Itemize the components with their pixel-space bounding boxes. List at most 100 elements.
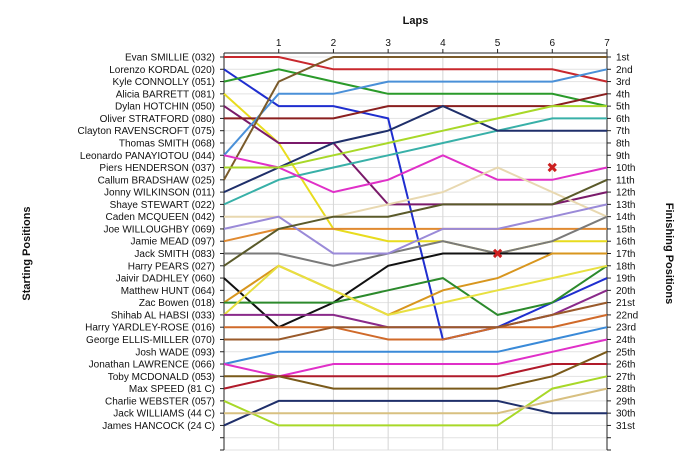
finish-label: 19th — [616, 274, 635, 285]
finish-label: 15th — [616, 224, 635, 235]
finish-label: 4th — [616, 89, 630, 100]
start-label: Jack WILLIAMS (44 C) — [113, 409, 215, 420]
finish-label: 6th — [616, 114, 630, 125]
finish-label: 17th — [616, 249, 635, 260]
series-line — [223, 68, 608, 108]
finish-label: 12th — [616, 188, 635, 199]
start-label: Shaye STEWART (022) — [110, 200, 215, 211]
x-tick-label: 7 — [604, 38, 610, 49]
series-line — [223, 252, 607, 329]
finish-label: 27th — [616, 372, 635, 383]
start-label: Lorenzo KORDAL (020) — [109, 65, 215, 76]
start-label: Callum BRADSHAW (025) — [98, 175, 215, 186]
start-label: Zac Bowen (018) — [139, 298, 215, 309]
finish-label: 28th — [616, 384, 635, 395]
finish-label: 30th — [616, 409, 635, 420]
series-line — [224, 92, 608, 120]
start-label: Harry PEARS (027) — [128, 261, 215, 272]
start-label: Jonathan LAWRENCE (066) — [89, 360, 215, 371]
finish-label: 16th — [616, 237, 635, 248]
series-line — [224, 350, 608, 390]
finishing-position-labels: 1st2nd3rd4th5th6th7th8th9th10th11th12th1… — [616, 53, 638, 432]
start-label: Joe WILLOUGHBY (069) — [103, 224, 215, 235]
series-line — [224, 166, 608, 218]
start-label: Josh WADE (093) — [135, 347, 215, 358]
markers: ✖✖ — [492, 161, 558, 263]
series-line — [224, 105, 607, 169]
series-line — [223, 105, 607, 194]
start-label: Piers HENDERSON (037) — [99, 163, 215, 174]
start-label: James HANCOCK (24 C) — [102, 421, 215, 432]
start-label: Toby MCDONALD (053) — [108, 372, 215, 383]
start-label: Charlie WEBSTER (057) — [105, 396, 215, 407]
x-axis-title: Laps — [403, 15, 429, 27]
series-line — [223, 56, 607, 181]
series-line — [223, 117, 607, 206]
finish-label: 1st — [616, 53, 630, 64]
finish-label: 26th — [616, 360, 635, 371]
finish-label: 21st — [616, 298, 635, 309]
finish-label: 5th — [616, 102, 630, 113]
start-label: Shihab AL HABSI (033) — [111, 310, 215, 321]
finish-label: 20th — [616, 286, 635, 297]
start-label: Jack SMITH (083) — [134, 249, 215, 260]
start-label: Clayton RAVENSCROFT (075) — [78, 126, 215, 137]
finish-label: 8th — [616, 138, 630, 149]
series-line — [224, 56, 608, 83]
finish-label: 23rd — [616, 323, 636, 334]
series-line — [223, 399, 607, 427]
finish-label: 11th — [616, 175, 635, 186]
start-label: Oliver STRATFORD (080) — [100, 114, 215, 125]
series-line — [224, 313, 608, 341]
finish-label: 31st — [616, 421, 635, 432]
start-label: George ELLIS-MILLER (070) — [86, 335, 215, 346]
starting-position-labels: Evan SMILLIE (032)Lorenzo KORDAL (020)Ky… — [78, 53, 215, 432]
x-tick-label: 5 — [495, 38, 501, 49]
series-line — [223, 375, 608, 427]
retired-marker: ✖ — [492, 247, 504, 263]
series-line — [224, 215, 608, 267]
x-tick-label: 1 — [276, 38, 282, 49]
start-label: Leonardo PANAYIOTOU (044) — [80, 151, 215, 162]
x-tick-label: 4 — [440, 38, 446, 49]
y-axis-title-right: Finishing Positions — [663, 203, 675, 304]
x-tick-label: 6 — [550, 38, 556, 49]
retired-marker: ✖ — [546, 161, 558, 177]
x-tick-label: 3 — [385, 38, 391, 49]
series-line — [223, 203, 608, 255]
series-line — [223, 338, 608, 378]
start-label: Matthew HUNT (064) — [121, 286, 215, 297]
finish-label: 2nd — [616, 65, 633, 76]
finish-label: 9th — [616, 151, 630, 162]
finish-label: 24th — [616, 335, 635, 346]
finish-label: 14th — [616, 212, 635, 223]
finish-label: 18th — [616, 261, 635, 272]
finish-label: 29th — [616, 396, 635, 407]
start-label: Evan SMILLIE (032) — [125, 53, 215, 64]
start-label: Alicia BARRETT (081) — [116, 89, 215, 100]
x-ticks: 1 2 3 4 5 6 7 — [276, 38, 610, 53]
series-line — [224, 301, 608, 341]
series-line — [223, 363, 607, 390]
finish-label: 7th — [616, 126, 630, 137]
series-line — [223, 264, 608, 316]
finish-label: 22nd — [616, 310, 638, 321]
series-lines — [223, 56, 608, 427]
start-label: Dylan HOTCHIN (050) — [115, 102, 215, 113]
series-line — [223, 154, 608, 194]
series-line — [224, 387, 608, 415]
finish-label: 25th — [616, 347, 635, 358]
start-label: Kyle CONNOLLY (051) — [113, 77, 215, 88]
x-tick-label: 2 — [331, 38, 337, 49]
series-line — [223, 227, 607, 243]
start-label: Jonny WILKINSON (011) — [104, 188, 215, 199]
start-label: Jaivir DADHLEY (060) — [116, 274, 215, 285]
series-line — [224, 264, 608, 316]
y-axis-title-left: Starting Positions — [21, 206, 33, 300]
start-label: Thomas SMITH (068) — [119, 138, 215, 149]
start-label: Caden MCQUEEN (042) — [106, 212, 215, 223]
finish-label: 10th — [616, 163, 635, 174]
series-line — [223, 68, 608, 156]
start-label: Harry YARDLEY-ROSE (016) — [85, 323, 215, 334]
